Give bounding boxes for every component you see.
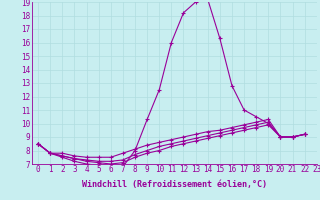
X-axis label: Windchill (Refroidissement éolien,°C): Windchill (Refroidissement éolien,°C) (82, 180, 267, 189)
